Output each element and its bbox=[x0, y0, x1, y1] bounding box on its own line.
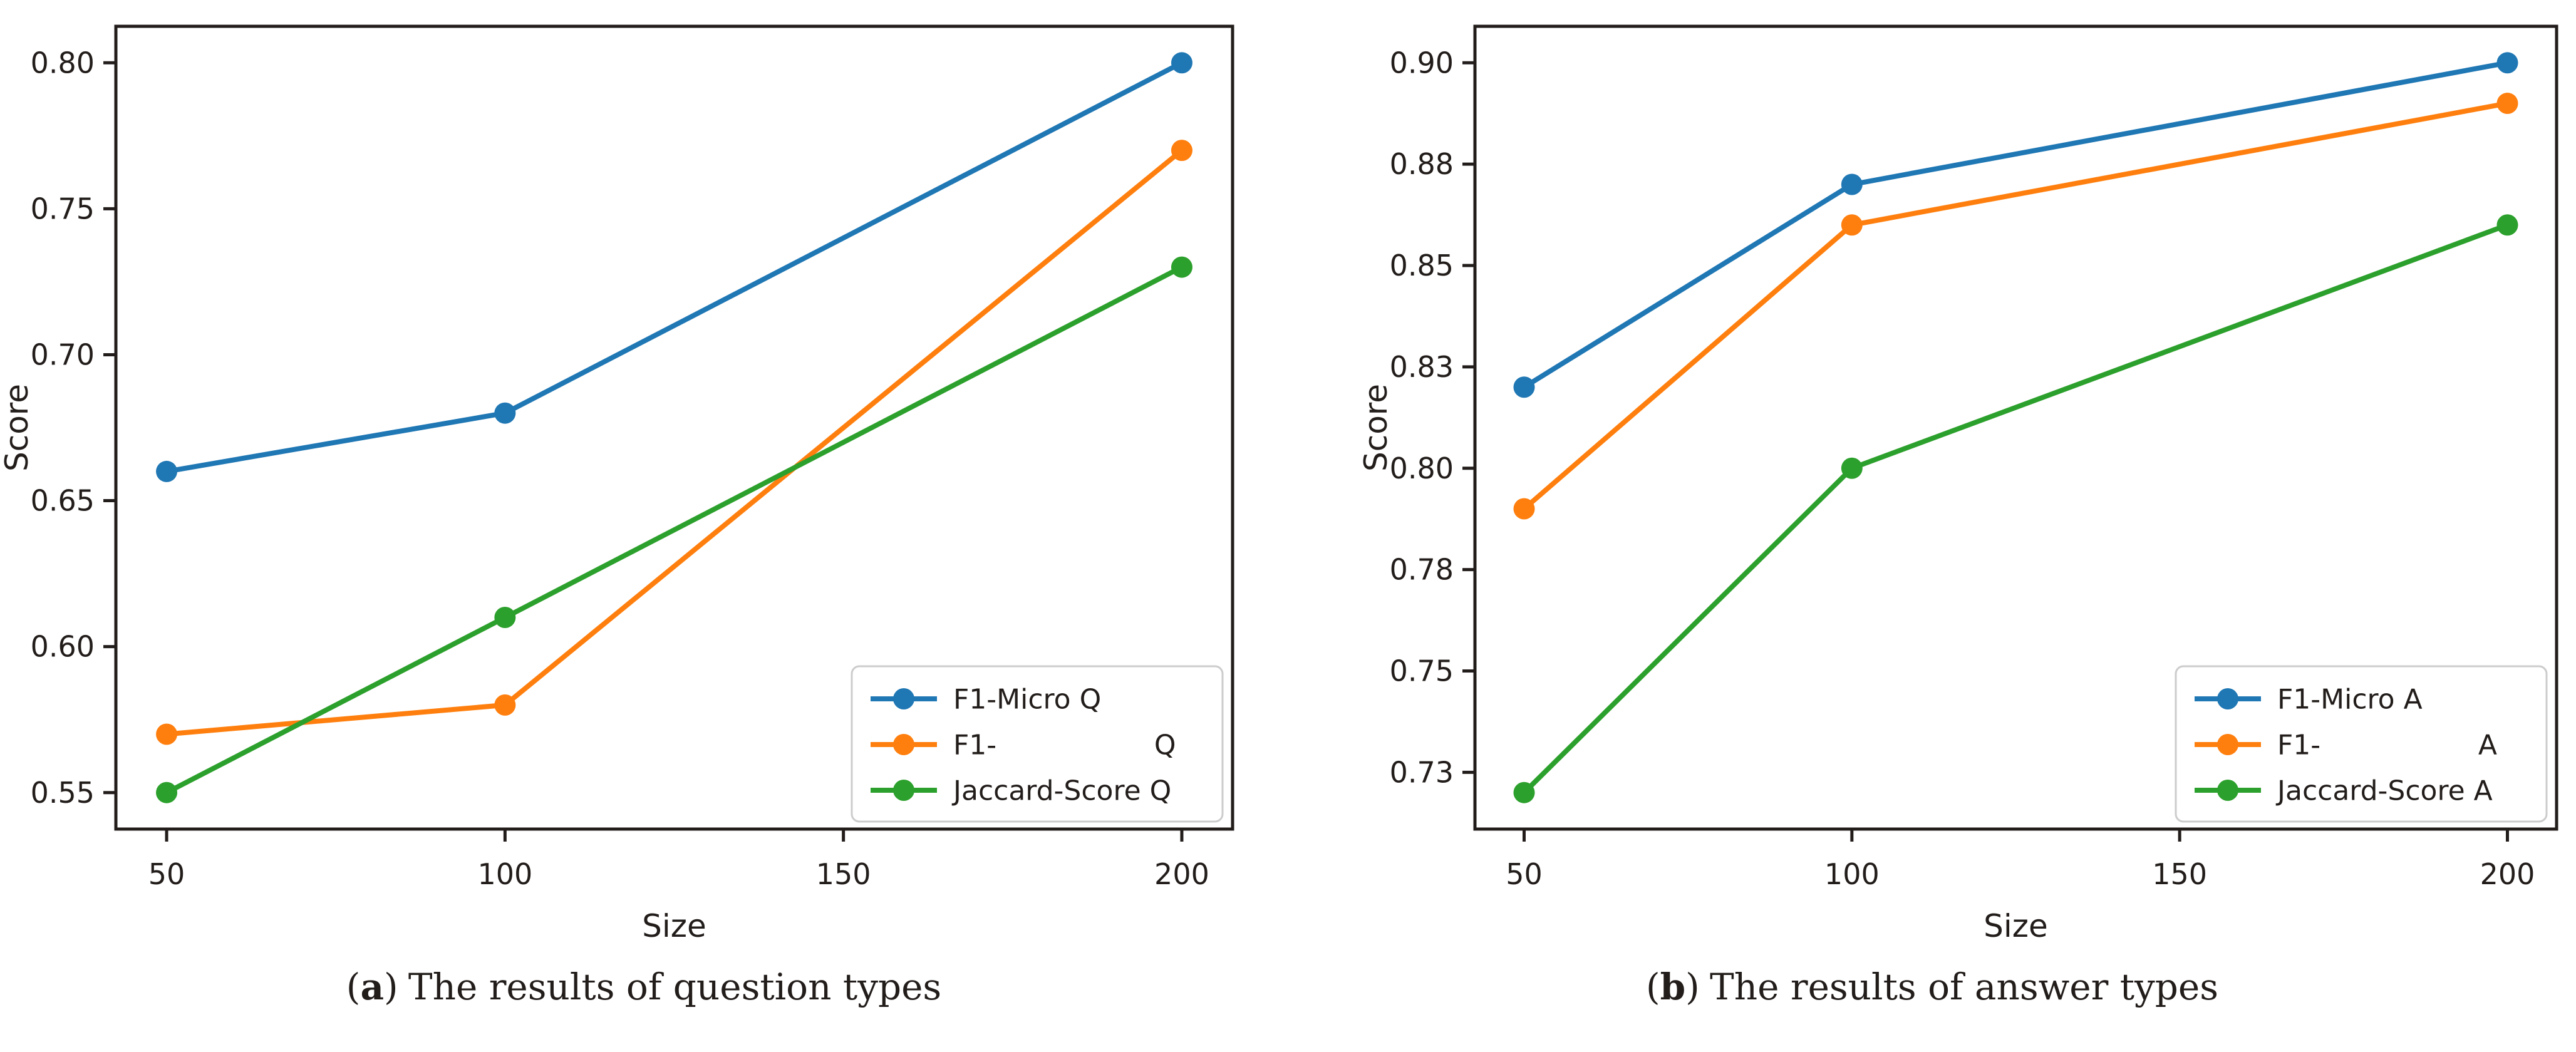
y-tick-label: 0.90 bbox=[1390, 46, 1454, 80]
legend-label: F1- A bbox=[2277, 729, 2497, 761]
x-tick-label: 50 bbox=[148, 857, 185, 891]
data-point-f1-micro-q-50 bbox=[156, 460, 178, 482]
caption-marker: (a) bbox=[346, 966, 398, 1008]
y-tick-label: 0.80 bbox=[31, 46, 95, 80]
data-point-jaccard-score-a-50 bbox=[1513, 781, 1535, 803]
series-line-f1-micro-q bbox=[166, 60, 1183, 474]
y-tick-label: 0.80 bbox=[1390, 451, 1454, 485]
legend-swatch-marker bbox=[893, 780, 914, 801]
x-axis-label: Size bbox=[1984, 908, 2048, 944]
legend-box bbox=[2175, 665, 2548, 823]
data-point-f1-micro-q-100 bbox=[494, 402, 516, 424]
data-point-f1-micro-a-200 bbox=[2496, 52, 2518, 74]
y-tick-label: 0.85 bbox=[1390, 249, 1454, 282]
data-point-jaccard-score-a-200 bbox=[2496, 214, 2518, 236]
legend: F1-Micro A F1- A Jaccard-Score A bbox=[2175, 665, 2548, 823]
x-tick-label: 200 bbox=[2480, 857, 2535, 891]
series-line-f1-micro-a bbox=[1523, 60, 2508, 389]
caption-marker: (b) bbox=[1645, 966, 1700, 1008]
legend-label: F1-Micro Q bbox=[953, 683, 1101, 715]
legend-swatch-marker bbox=[2217, 780, 2238, 801]
data-point-f1-a-100 bbox=[1841, 214, 1863, 236]
legend-item: F1- Q bbox=[871, 729, 1176, 761]
data-point-f1-micro-q-200 bbox=[1171, 52, 1192, 74]
series-line-f1-a bbox=[1522, 101, 2508, 511]
x-tick-label: 100 bbox=[477, 857, 532, 891]
y-axis-label: Score bbox=[1358, 384, 1394, 472]
y-tick-label: 0.73 bbox=[1390, 755, 1454, 789]
y-tick-label: 0.83 bbox=[1390, 350, 1454, 384]
subfigure-caption-b: (b) The results of answer types bbox=[1288, 966, 2576, 1026]
y-tick-label: 0.88 bbox=[1390, 147, 1454, 181]
chart-b: 0.73 0.75 0.78 0.80 0.83 0.85 0.88 0.90 50 100 150… bbox=[1358, 24, 2558, 944]
plot-border bbox=[114, 24, 1234, 831]
subfigure-caption-a: (a) The results of question types bbox=[0, 966, 1288, 1026]
legend-label: F1-Micro A bbox=[2277, 683, 2423, 715]
data-point-f1-micro-a-50 bbox=[1513, 376, 1535, 398]
legend-item: Jaccard-Score Q bbox=[871, 775, 1171, 807]
plot-border bbox=[1473, 24, 2558, 831]
data-point-f1-micro-a-100 bbox=[1841, 173, 1863, 195]
legend: F1-Micro Q F1- Q Jaccard-Score Q bbox=[851, 665, 1224, 823]
y-tick-label: 0.60 bbox=[31, 630, 95, 664]
legend-item: F1-Micro Q bbox=[871, 683, 1101, 715]
legend-item: Jaccard-Score A bbox=[2195, 775, 2493, 807]
y-tick-label: 0.65 bbox=[31, 484, 95, 518]
legend-swatch-marker bbox=[893, 734, 914, 755]
data-point-jaccard-score-q-100 bbox=[494, 607, 516, 629]
data-point-jaccard-score-q-50 bbox=[156, 781, 178, 803]
x-tick-label: 150 bbox=[2152, 857, 2207, 891]
caption-letter: a bbox=[360, 966, 385, 1008]
data-point-f1-a-200 bbox=[2496, 93, 2518, 115]
legend-label: Jaccard-Score Q bbox=[951, 775, 1171, 807]
y-axis-label: Score bbox=[0, 384, 35, 472]
legend-label: F1- Q bbox=[953, 729, 1176, 761]
data-point-f1-q-200 bbox=[1171, 140, 1192, 162]
legend-swatch-marker bbox=[893, 688, 914, 709]
series-line-f1-q bbox=[166, 148, 1184, 737]
legend-label: Jaccard-Score A bbox=[2275, 775, 2493, 807]
data-point-jaccard-score-q-200 bbox=[1171, 256, 1192, 278]
caption-text: The results of answer types bbox=[1710, 966, 2219, 1008]
y-tick-label: 0.70 bbox=[31, 338, 95, 372]
x-tick-label: 50 bbox=[1506, 857, 1543, 891]
data-point-f1-q-50 bbox=[156, 723, 178, 745]
legend-box bbox=[851, 665, 1224, 823]
y-tick-label: 0.75 bbox=[1390, 654, 1454, 688]
x-tick-label: 200 bbox=[1154, 857, 1209, 891]
legend-swatch-marker bbox=[2217, 734, 2238, 755]
chart-a: 0.55 0.60 0.65 0.70 0.75 0.80 50 100 150 200 Size S… bbox=[0, 24, 1234, 944]
x-axis-label: Size bbox=[642, 908, 706, 944]
legend-item: F1- A bbox=[2195, 729, 2497, 761]
y-tick-label: 0.78 bbox=[1390, 553, 1454, 587]
data-point-f1-a-50 bbox=[1513, 498, 1535, 520]
caption-text: The results of question types bbox=[408, 966, 942, 1008]
legend-item: F1-Micro A bbox=[2195, 683, 2423, 715]
caption-letter: b bbox=[1660, 966, 1686, 1008]
legend-swatch-marker bbox=[2217, 688, 2238, 709]
data-point-f1-q-100 bbox=[494, 694, 516, 716]
x-tick-label: 100 bbox=[1824, 857, 1880, 891]
y-tick-label: 0.75 bbox=[31, 192, 95, 225]
data-point-jaccard-score-a-100 bbox=[1841, 457, 1863, 479]
y-tick-label: 0.55 bbox=[31, 776, 95, 810]
x-tick-label: 150 bbox=[816, 857, 871, 891]
